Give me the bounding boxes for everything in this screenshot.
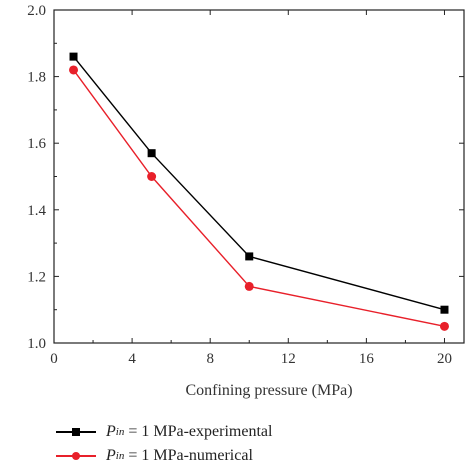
data-point-square: [440, 305, 449, 314]
legend-label-var: P: [106, 423, 116, 440]
y-tick-label: 2.0: [27, 3, 46, 19]
x-tick-label: 12: [281, 351, 296, 367]
data-point-circle: [439, 321, 449, 331]
y-tick-label: 1.4: [27, 203, 46, 219]
x-tick-label: 20: [437, 351, 452, 367]
data-point-square: [147, 149, 156, 158]
series-line-0: [72, 56, 445, 311]
x-axis-title: Confining pressure (MPa): [185, 382, 352, 399]
y-tick-label: 1.6: [27, 136, 46, 152]
legend-swatch-experimental: [56, 425, 96, 439]
x-tick-label: 16: [359, 351, 375, 367]
data-point-square: [245, 252, 254, 261]
legend-label-var: P: [106, 447, 116, 464]
x-tick-label: 8: [206, 351, 214, 367]
x-tick-label: 0: [50, 351, 58, 367]
plot-frame: [53, 9, 465, 344]
data-point-circle: [244, 281, 254, 291]
y-tick-label: 1.2: [27, 269, 46, 285]
data-point-square: [69, 52, 78, 61]
y-tick-label: 1.0: [27, 336, 46, 352]
legend-label-numerical: = 1 MPa-numerical: [128, 447, 253, 464]
y-tick-label: 1.8: [27, 70, 46, 86]
legend-swatch-numerical: [56, 449, 96, 463]
series-line-1: [72, 69, 445, 328]
data-point-circle: [69, 65, 79, 75]
legend-label-experimental: = 1 MPa-experimental: [128, 423, 273, 440]
legend-label-sub: in: [115, 426, 125, 438]
x-tick-label: 4: [128, 351, 136, 367]
legend-label-sub: in: [115, 450, 125, 462]
data-point-circle: [147, 172, 157, 181]
